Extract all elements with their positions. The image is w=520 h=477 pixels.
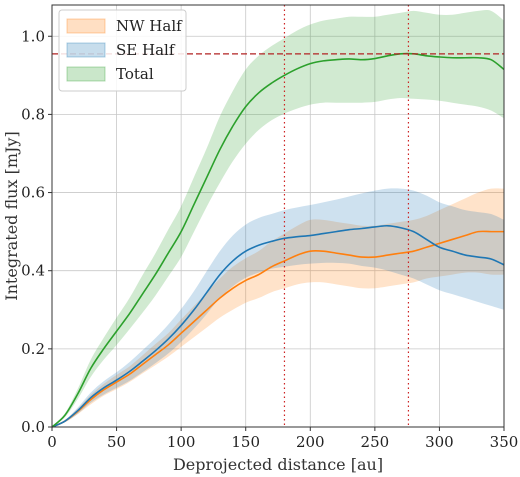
x-tick-label-4: 200: [296, 433, 325, 451]
line-se-half: [51, 224, 505, 428]
line-nw-half: [51, 230, 504, 428]
x-tick-label-0: 0: [47, 433, 57, 451]
y-tick-label-1: 0.2: [21, 340, 45, 358]
line-total: [51, 52, 505, 428]
band-nw-half: [52, 188, 504, 427]
legend-label-2: Total: [116, 65, 154, 83]
y-tick-label-0: 0.0: [21, 418, 45, 436]
band-total: [52, 10, 504, 428]
x-tick-label-7: 350: [490, 433, 519, 451]
x-tick-label-1: 50: [107, 433, 126, 451]
legend-box: [58, 9, 187, 92]
y-axis-ticks: 0.0 0.2 0.4 0.6 0.8 1.0: [21, 27, 52, 436]
legend-label-1: SE Half: [116, 41, 176, 59]
x-tick-label-3: 150: [231, 433, 260, 451]
y-tick-label-4: 0.8: [21, 105, 45, 123]
series-lines: [51, 52, 505, 428]
error-bands: [52, 10, 504, 428]
x-tick-label-2: 100: [167, 433, 196, 451]
legend-swatch-2: [66, 66, 106, 82]
legend-swatch-0: [66, 18, 106, 34]
x-tick-label-6: 300: [425, 433, 454, 451]
x-tick-label-5: 250: [361, 433, 390, 451]
x-axis-label: Deprojected distance [au]: [173, 455, 383, 474]
y-tick-label-5: 1.0: [21, 27, 45, 45]
y-tick-label-3: 0.6: [21, 184, 45, 202]
y-axis-label: Integrated flux [mJy]: [2, 131, 21, 300]
x-axis-ticks: 0 50 100 150 200 250 300 350: [47, 427, 518, 451]
band-se-half: [52, 188, 504, 427]
legend-label-0: NW Half: [116, 17, 183, 35]
legend: NW Half SE Half Total: [58, 9, 187, 92]
plot-frame: [51, 4, 505, 428]
y-tick-label-2: 0.4: [21, 262, 45, 280]
legend-swatch-1: [66, 42, 106, 58]
